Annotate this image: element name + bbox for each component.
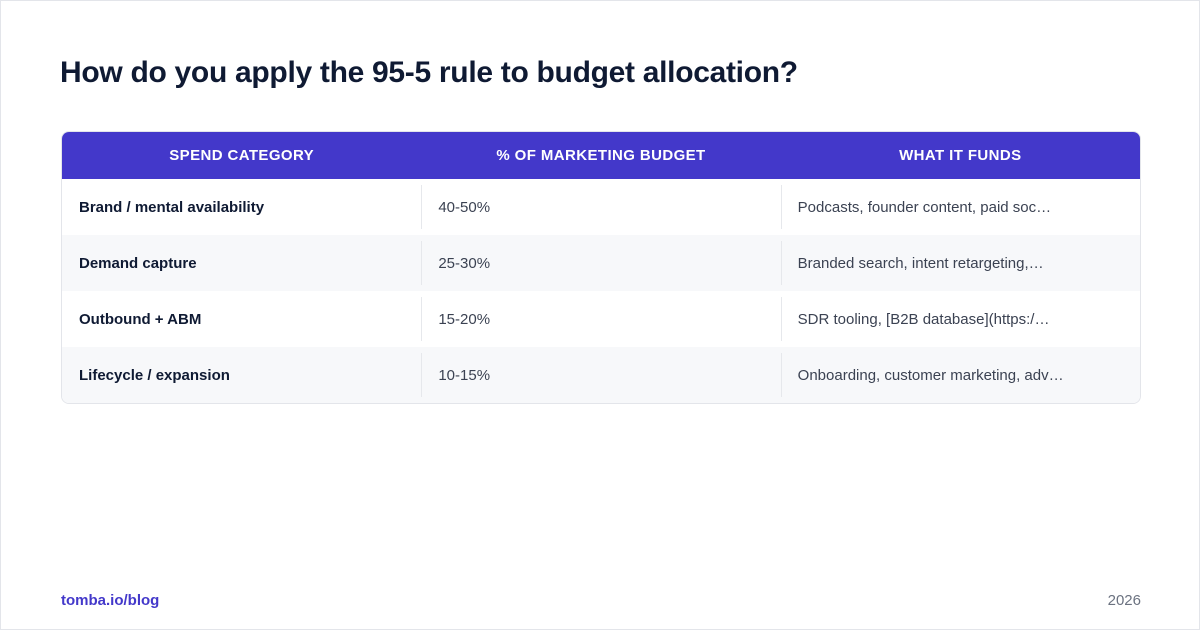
cell-percent: 40-50%: [421, 179, 780, 235]
budget-table: SPEND CATEGORY % OF MARKETING BUDGET WHA…: [61, 131, 1141, 404]
table-row: Demand capture 25-30% Branded search, in…: [62, 235, 1140, 291]
header-budget-percent: % OF MARKETING BUDGET: [496, 147, 706, 164]
blog-link[interactable]: tomba.io/blog: [61, 592, 160, 609]
cell-category: Outbound + ABM: [79, 310, 202, 328]
table-row: Outbound + ABM 15-20% SDR tooling, [B2B …: [62, 291, 1140, 347]
cell-percent: 25-30%: [421, 235, 780, 291]
cell-category: Brand / mental availability: [79, 198, 265, 216]
cell-percent: 15-20%: [421, 291, 780, 347]
header-spend-category: SPEND CATEGORY: [169, 147, 315, 164]
footer-year: 2026: [1107, 592, 1141, 609]
cell-category: Lifecycle / expansion: [79, 366, 230, 384]
cell-funds: SDR tooling, [B2B database](https:/…: [780, 291, 1140, 347]
cell-funds: Onboarding, customer marketing, adv…: [780, 347, 1140, 403]
page-title: How do you apply the 95-5 rule to budget…: [60, 56, 798, 89]
header-what-it-funds: WHAT IT FUNDS: [899, 147, 1022, 164]
cell-funds: Branded search, intent retargeting,…: [780, 235, 1140, 291]
table-row: Brand / mental availability 40-50% Podca…: [62, 179, 1140, 235]
cell-percent: 10-15%: [421, 347, 780, 403]
table-header: SPEND CATEGORY % OF MARKETING BUDGET WHA…: [62, 132, 1140, 179]
table-row: Lifecycle / expansion 10-15% Onboarding,…: [62, 347, 1140, 403]
cell-category: Demand capture: [79, 254, 197, 272]
cell-funds: Podcasts, founder content, paid soc…: [780, 179, 1140, 235]
